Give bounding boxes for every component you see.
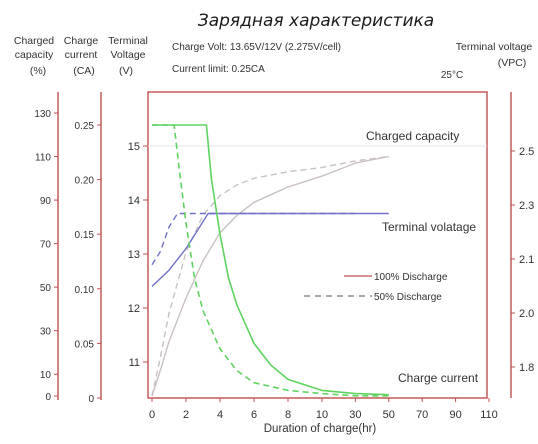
x-tick-label: 8 <box>285 409 291 421</box>
capacity-tick-label: 70 <box>40 240 52 251</box>
voltage-tick-label: 15 <box>128 141 140 153</box>
voltage-tick-label: 14 <box>128 195 140 207</box>
current-curve-label: Charge current <box>398 371 479 385</box>
current-axis-unit: (CA) <box>73 65 95 77</box>
capacity-tick-label: 130 <box>34 109 51 120</box>
x-tick-label: 10 <box>316 409 328 421</box>
x-tick-label: 6 <box>251 409 257 421</box>
axis-ticks: 0 2 4 6 8 10 30 50 70 90 110 0 10 30 50 70 90 110 130 0 0.05… <box>34 109 534 421</box>
vpc-tick-label: 2.3 <box>519 200 534 212</box>
capacity-axis-label-2: capacity <box>15 49 54 61</box>
x-tick-label: 70 <box>416 409 428 421</box>
x-tick-label: 0 <box>149 409 155 421</box>
current-tick-label: 0.10 <box>75 285 95 296</box>
current-series-50 <box>152 124 389 397</box>
current-axis-label-1: Charge <box>64 35 99 47</box>
vpc-axis-label: Terminal voltage <box>456 41 533 53</box>
legend-100-label: 100% Discharge <box>374 272 448 283</box>
current-limit-annotation: Current limit: 0.25CA <box>172 64 265 75</box>
legend: 100% Discharge 50% Discharge <box>304 272 448 303</box>
current-tick-label: 0.05 <box>75 339 95 350</box>
x-tick-label: 30 <box>349 409 361 421</box>
capacity-tick-label: 90 <box>40 196 52 207</box>
vpc-tick-label: 2.5 <box>519 146 534 158</box>
vpc-tick-label: 2.1 <box>519 254 534 266</box>
vpc-tick-label: 1.8 <box>519 362 534 374</box>
voltage-tick-label: 12 <box>128 303 140 315</box>
x-tick-label: 2 <box>183 409 189 421</box>
capacity-tick-label: 0 <box>45 392 51 403</box>
voltage-axis-label-1: Terminal <box>108 35 148 47</box>
vpc-axis-unit: (VPC) <box>498 57 527 69</box>
capacity-series-50 <box>151 155 389 397</box>
current-tick-label: 0 <box>88 394 94 405</box>
current-series-100 <box>152 124 389 396</box>
data-series <box>151 124 389 397</box>
capacity-axis-unit: (%) <box>30 65 46 77</box>
current-axis-label-2: current <box>65 49 98 61</box>
capacity-curve-label: Charged capacity <box>366 129 459 143</box>
voltage-series-50 <box>151 212 356 266</box>
capacity-tick-label: 30 <box>40 327 52 338</box>
legend-50-label: 50% Discharge <box>374 292 442 303</box>
voltage-axis-unit: (V) <box>119 65 133 77</box>
chart-title: Зарядная характеристика <box>198 11 434 31</box>
x-tick-label: 50 <box>383 409 395 421</box>
voltage-tick-label: 13 <box>128 249 140 261</box>
current-tick-label: 0.25 <box>75 121 95 132</box>
x-tick-label: 90 <box>449 409 461 421</box>
voltage-series-100 <box>151 212 389 287</box>
capacity-axis-label-1: Charged <box>14 35 54 47</box>
current-tick-label: 0.15 <box>75 230 95 241</box>
x-tick-label: 4 <box>217 409 223 421</box>
plot-area <box>147 91 488 399</box>
vpc-tick-label: 2.0 <box>519 308 534 320</box>
voltage-tick-label: 11 <box>129 357 140 369</box>
temperature-annotation: 25°C <box>441 70 463 81</box>
current-tick-label: 0.20 <box>75 176 95 187</box>
capacity-tick-label: 10 <box>40 370 52 381</box>
voltage-curve-label: Terminal volatage <box>382 220 476 234</box>
x-axis-label: Duration of charge(hr) <box>264 423 377 435</box>
voltage-axis-label-2: Voltage <box>110 49 145 61</box>
capacity-series-100 <box>151 155 389 397</box>
charge-volt-annotation: Charge Volt: 13.65V/12V (2.275V/cell) <box>172 42 341 53</box>
capacity-tick-label: 50 <box>40 283 52 294</box>
capacity-tick-label: 110 <box>35 153 51 164</box>
x-tick-label: 110 <box>480 409 498 421</box>
